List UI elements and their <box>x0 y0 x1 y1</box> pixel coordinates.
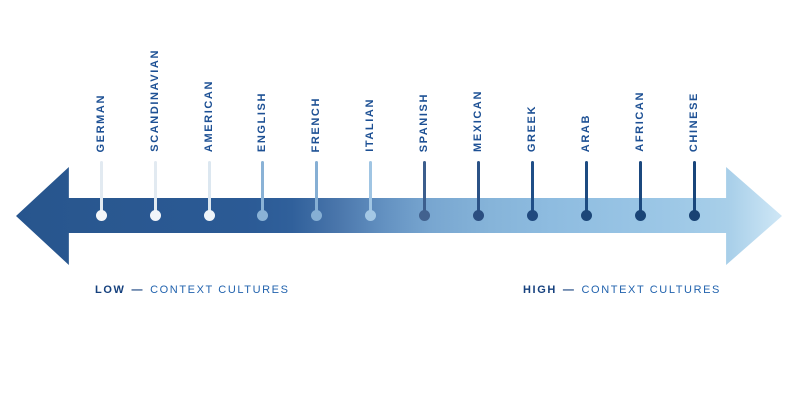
culture-label: SCANDINAVIAN <box>149 49 161 152</box>
high-label: HIGH <box>523 284 557 296</box>
culture-label: GERMAN <box>95 93 107 153</box>
culture-label: MEXICAN <box>472 90 484 152</box>
culture-label: ITALIAN <box>364 98 376 152</box>
culture-label: FRENCH <box>310 96 322 152</box>
high-caption-text: CONTEXT CULTURES <box>581 284 721 296</box>
culture-label: SPANISH <box>418 92 430 152</box>
culture-label: ARAB <box>580 113 592 152</box>
high-context-caption: HIGH — CONTEXT CULTURES <box>523 284 721 296</box>
culture-label: GREEK <box>526 104 538 152</box>
low-caption-text: CONTEXT CULTURES <box>150 284 290 296</box>
culture-label: CHINESE <box>688 91 700 152</box>
culture-label: AFRICAN <box>634 91 646 152</box>
dash-glyph: — <box>131 284 145 296</box>
culture-label: AMERICAN <box>203 79 215 152</box>
context-spectrum-arrow <box>16 167 782 265</box>
low-label: LOW <box>95 284 126 296</box>
low-context-caption: LOW — CONTEXT CULTURES <box>95 284 290 296</box>
culture-label: ENGLISH <box>256 91 268 152</box>
dash-glyph: — <box>562 284 576 296</box>
